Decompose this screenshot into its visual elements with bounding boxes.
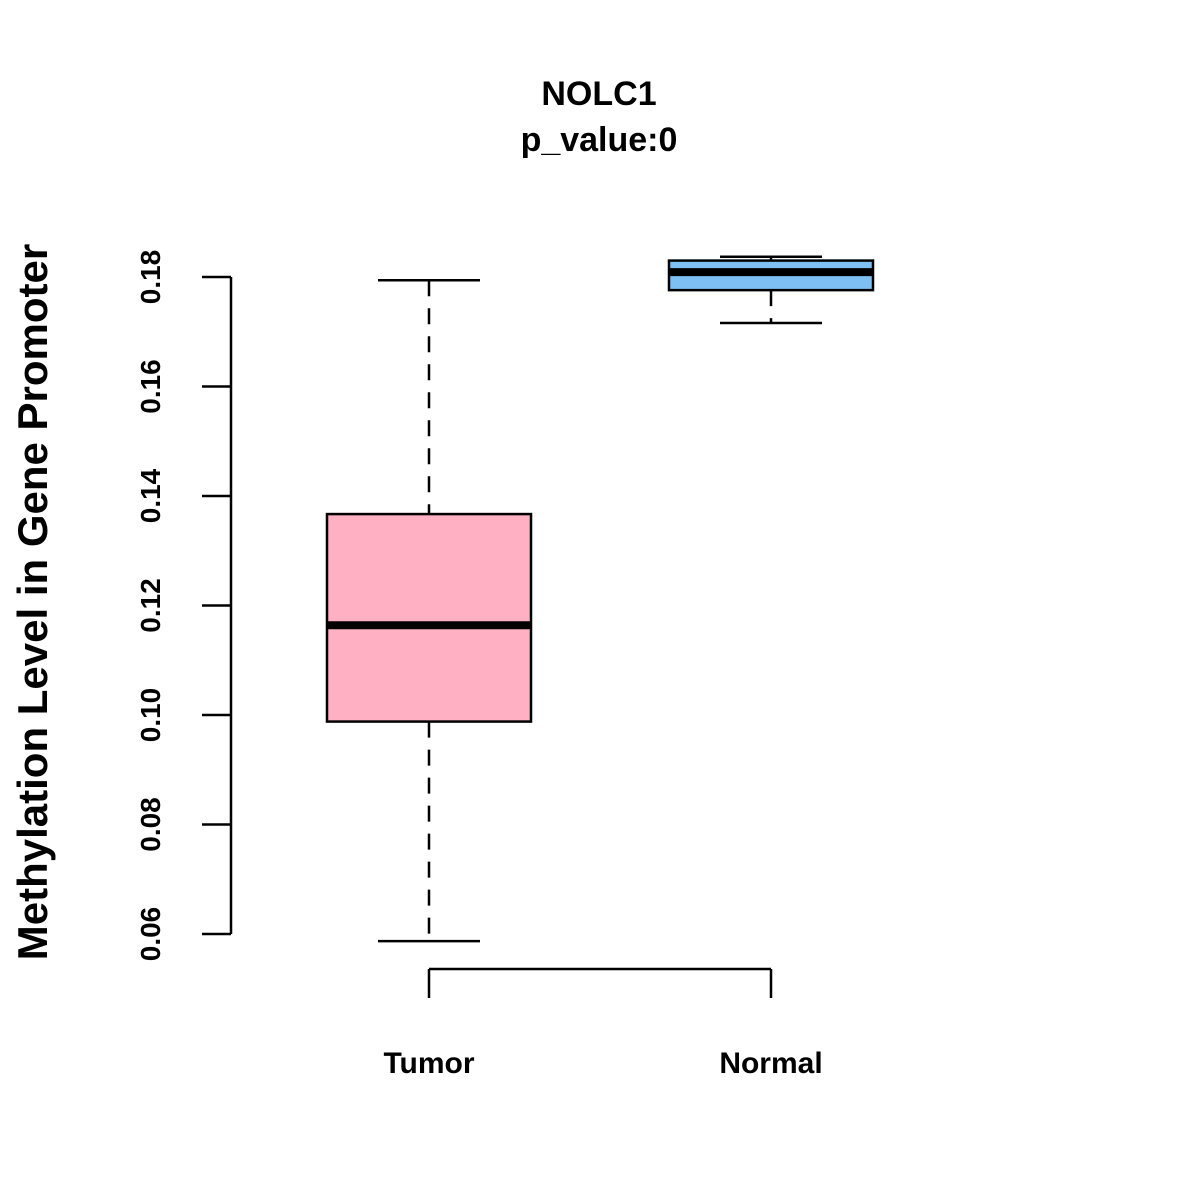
y-tick-label-6: 0.18: [135, 250, 166, 305]
chart-subtitle: p_value:0: [521, 121, 678, 159]
y-axis-label: Methylation Level in Gene Promoter: [9, 244, 56, 960]
x-tick-label-normal: Normal: [719, 1047, 822, 1080]
x-axis: Tumor Normal: [383, 967, 823, 1080]
y-tick-label-0: 0.06: [135, 907, 166, 962]
chart-title: NOLC1: [541, 75, 656, 113]
y-tick-label-1: 0.08: [135, 797, 166, 852]
box-normal: [667, 255, 875, 325]
y-tick-label-4: 0.14: [135, 468, 166, 523]
y-tick-label-2: 0.10: [135, 688, 166, 743]
box-rect-tumor: [325, 512, 533, 723]
boxes: [325, 255, 875, 943]
y-tick-label-3: 0.12: [135, 578, 166, 633]
y-tick-label-5: 0.16: [135, 359, 166, 414]
x-tick-label-tumor: Tumor: [383, 1047, 474, 1080]
box-tumor: [325, 279, 533, 943]
y-axis: 0.06 0.08 0.10 0.12 0.14 0.16 0.18: [135, 250, 233, 962]
